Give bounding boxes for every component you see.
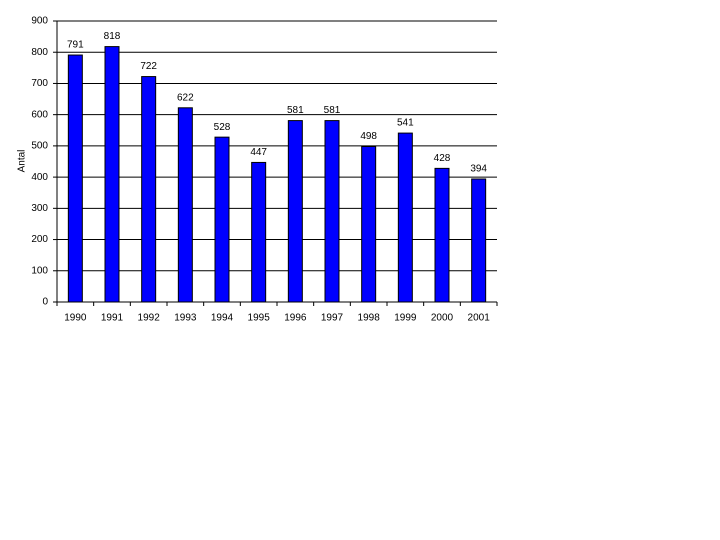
data-label: 447 <box>250 147 267 158</box>
y-tick-label: 400 <box>31 172 48 183</box>
data-label: 498 <box>360 131 377 142</box>
data-label: 581 <box>324 105 341 116</box>
bar <box>471 178 487 303</box>
bar <box>287 120 303 303</box>
x-tick-label: 2000 <box>431 313 454 324</box>
y-axis-label: Antal <box>17 150 28 173</box>
x-tick-label: 1995 <box>248 313 271 324</box>
data-label: 722 <box>140 61 157 72</box>
bar <box>434 167 450 303</box>
x-tick-label: 1998 <box>358 313 381 324</box>
x-tick-label: 1991 <box>101 313 124 324</box>
y-tick-label: 800 <box>31 47 48 58</box>
data-label: 394 <box>470 164 487 175</box>
x-tick-label: 1994 <box>211 313 234 324</box>
bar <box>397 132 413 303</box>
y-tick-label: 700 <box>31 78 48 89</box>
x-tick-label: 1993 <box>174 313 197 324</box>
x-tick-label: 1996 <box>284 313 307 324</box>
bar <box>141 76 157 303</box>
bar <box>324 120 340 303</box>
bar <box>361 146 377 303</box>
data-label: 791 <box>67 40 84 51</box>
data-label: 581 <box>287 105 304 116</box>
x-tick-label: 2001 <box>468 313 491 324</box>
y-tick-label: 900 <box>31 16 48 27</box>
data-label: 622 <box>177 92 194 103</box>
y-tick-label: 500 <box>31 141 48 152</box>
y-tick-label: 300 <box>31 203 48 214</box>
y-tick-label: 100 <box>31 265 48 276</box>
data-label: 428 <box>434 153 451 164</box>
bar <box>214 136 230 303</box>
bar <box>104 46 120 303</box>
bar <box>177 107 193 303</box>
y-tick-label: 200 <box>31 234 48 245</box>
y-tick-label: 0 <box>42 297 48 308</box>
x-tick-label: 1992 <box>138 313 161 324</box>
x-tick-label: 1990 <box>64 313 87 324</box>
data-label: 818 <box>104 31 121 42</box>
data-label: 541 <box>397 118 414 129</box>
y-tick-label: 600 <box>31 109 48 120</box>
bar <box>251 161 267 303</box>
bar <box>67 54 83 303</box>
data-label: 528 <box>214 122 231 133</box>
x-tick-label: 1999 <box>394 313 417 324</box>
x-tick-label: 1997 <box>321 313 344 324</box>
